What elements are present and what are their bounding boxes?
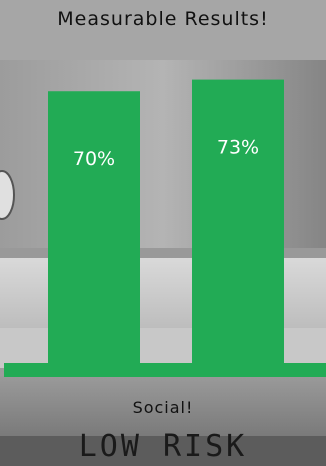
x-axis-label: Social!: [132, 398, 194, 417]
footer-banner-text: LOW RISK: [78, 429, 248, 464]
bar-value-label-1: 70%: [73, 148, 115, 170]
bar-value-label-2: 73%: [217, 137, 259, 159]
bar-2: [192, 79, 284, 365]
chart-title: Measurable Results!: [57, 8, 269, 30]
chart-baseline: [4, 363, 326, 377]
bar-1: [48, 91, 140, 364]
